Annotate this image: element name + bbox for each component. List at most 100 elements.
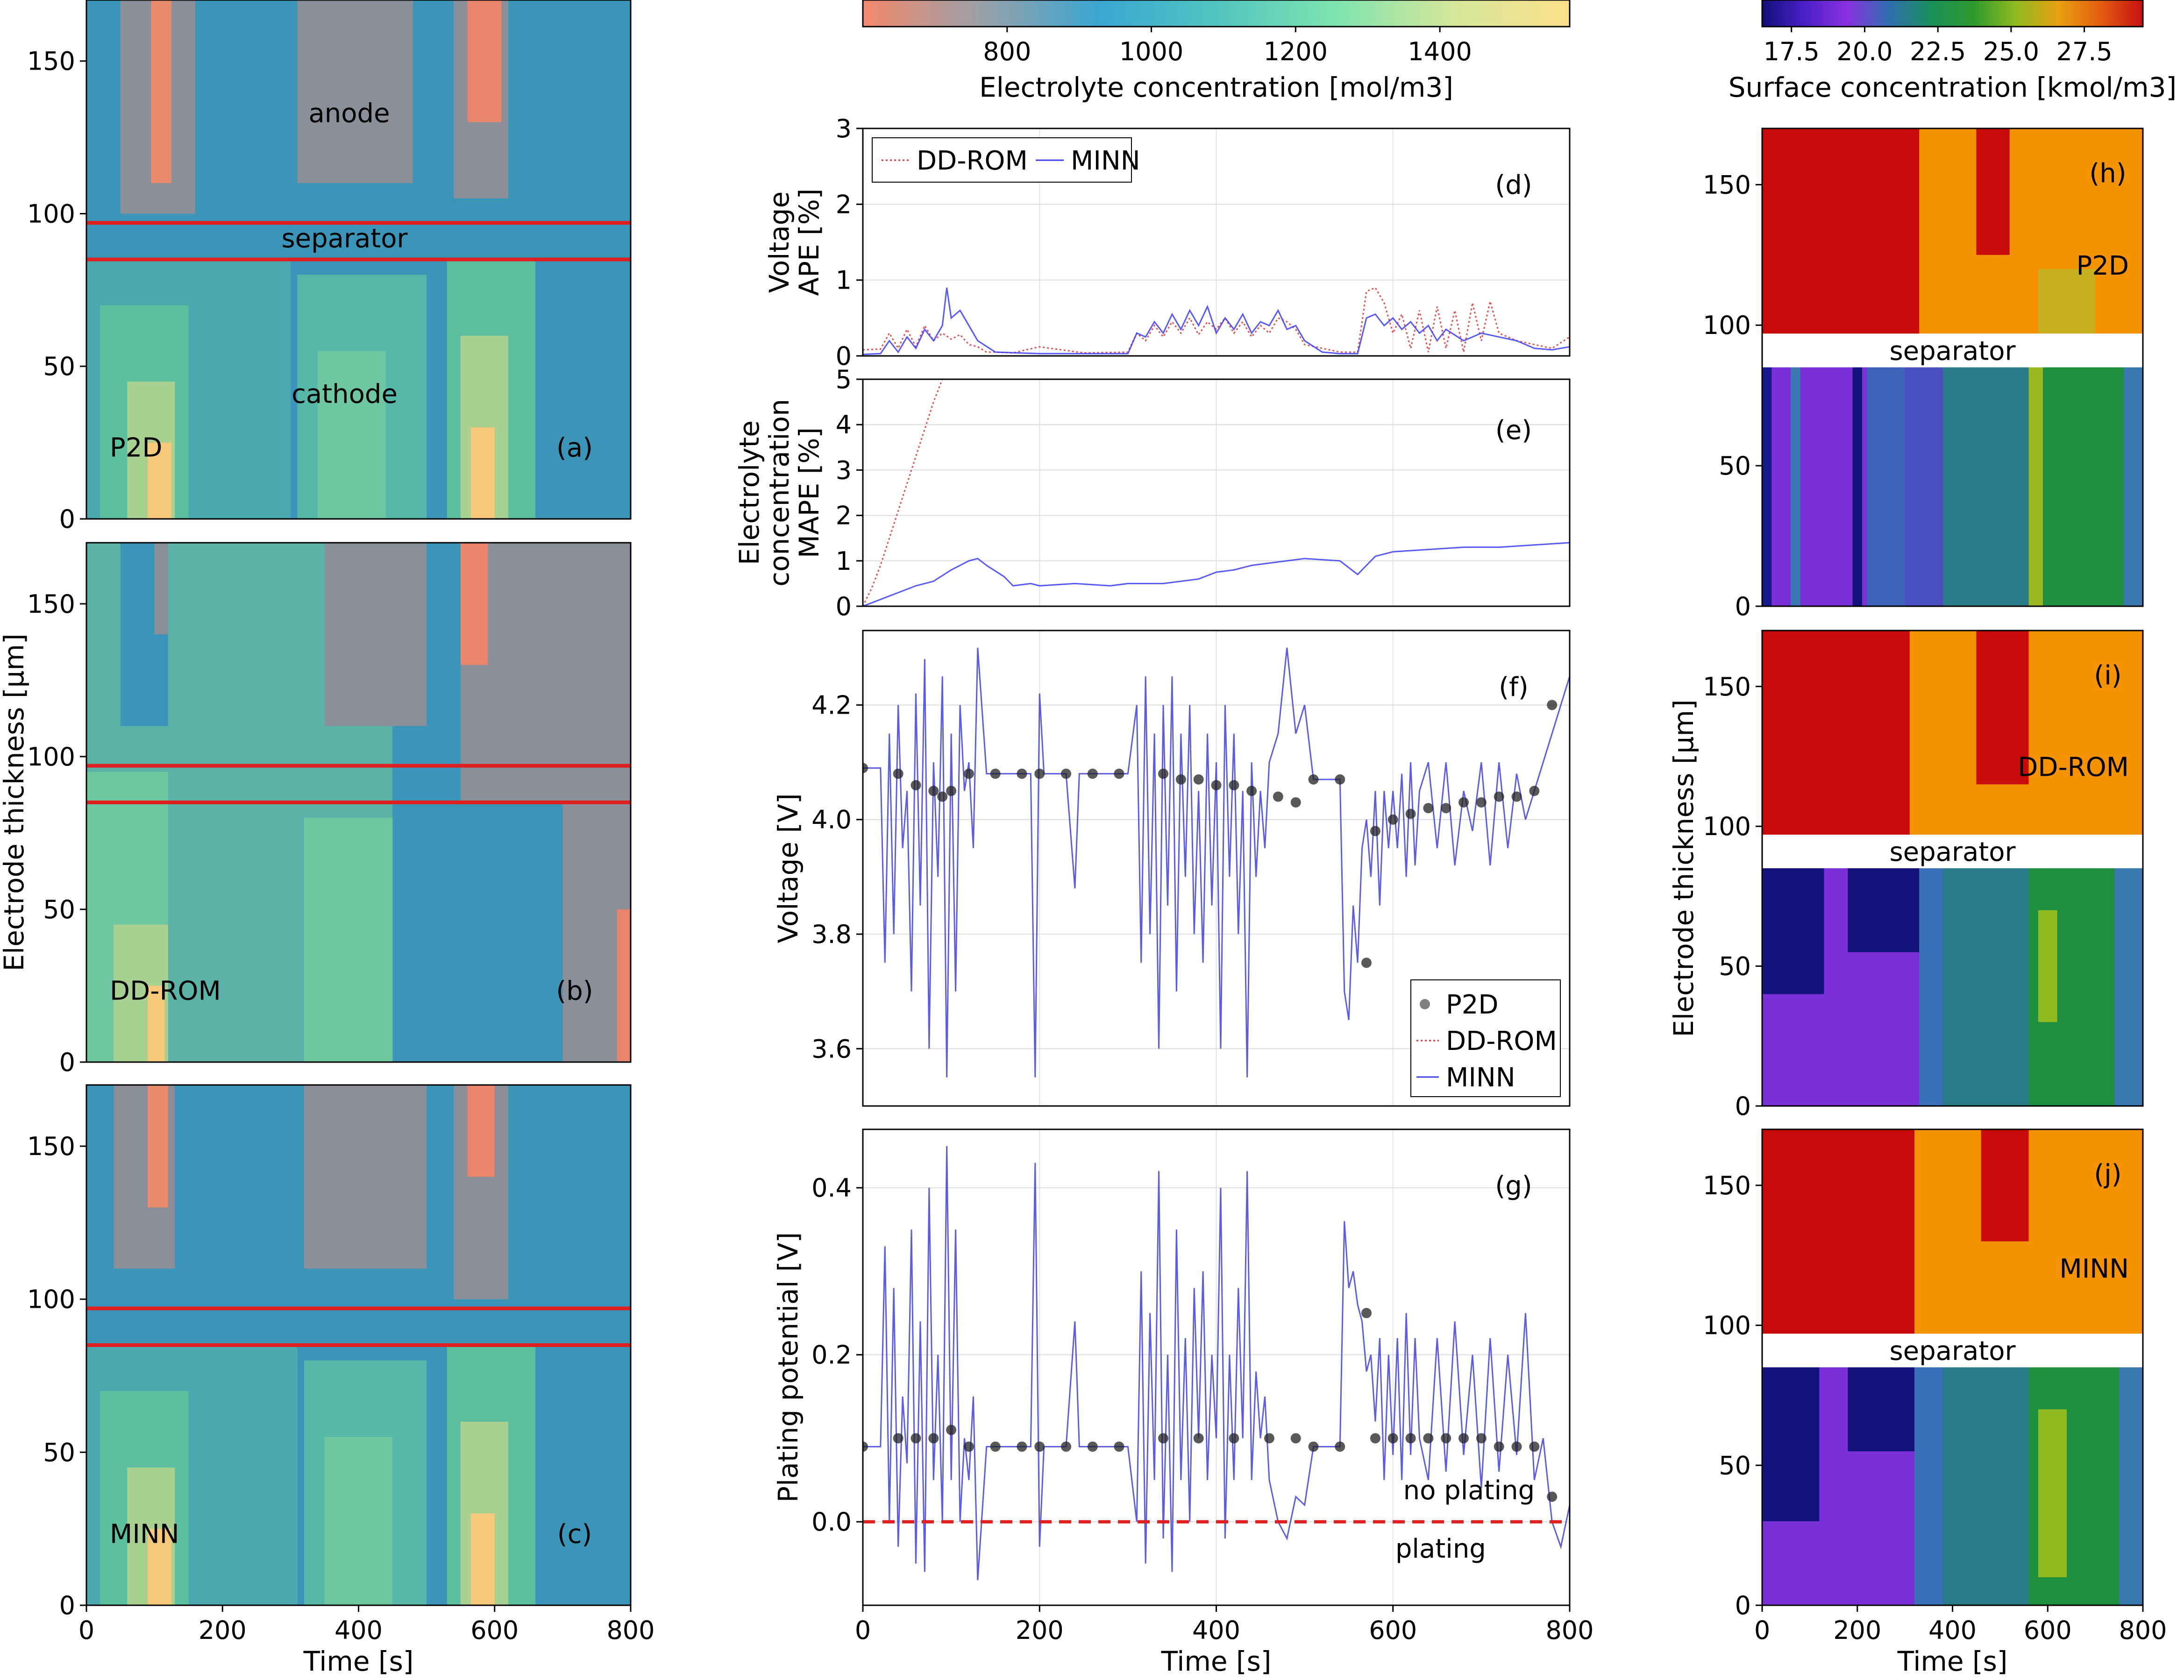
legend-swatch <box>1420 999 1430 1009</box>
panel-label: (b) <box>556 976 593 1007</box>
p2d-marker <box>1387 1433 1398 1444</box>
heatmap-region <box>617 909 631 1062</box>
heatmap-region <box>297 0 413 184</box>
x-tick-label: 600 <box>2024 1616 2072 1645</box>
colorbar-tick-label: 1200 <box>1264 37 1328 66</box>
p2d-marker <box>1158 1433 1169 1444</box>
p2d-marker <box>893 768 903 779</box>
heatmap-region <box>467 0 502 122</box>
heatmap-region <box>1905 367 1943 606</box>
legend-box <box>872 137 1132 183</box>
heatmap-region <box>2114 868 2143 1106</box>
p2d-marker <box>1423 1433 1434 1444</box>
p2d-marker <box>1114 1441 1124 1452</box>
panel-label: (g) <box>1495 1171 1532 1201</box>
heatmap-region <box>1848 868 1920 952</box>
separator-band <box>1762 1333 2143 1368</box>
y-tick-label: 0.2 <box>811 1340 852 1370</box>
axes-frame <box>1761 128 2144 607</box>
colorbar-gradient <box>862 0 1571 28</box>
p2d-marker <box>1441 1433 1451 1444</box>
heatmap-region <box>1791 367 1800 606</box>
p2d-marker <box>1423 803 1434 814</box>
model-label: DD-ROM <box>2018 752 2129 782</box>
p2d-marker <box>1458 1433 1469 1444</box>
p2d-marker <box>1308 1441 1319 1452</box>
p2d-marker <box>893 1433 903 1444</box>
heatmap-region <box>324 543 427 726</box>
y-tick-label: 0 <box>836 341 852 371</box>
y-axis-label: Electrode thickness [μm] <box>0 633 30 971</box>
y-tick-label: 3.6 <box>811 1034 852 1063</box>
p2d-marker <box>1158 768 1169 779</box>
p2d-marker <box>1017 768 1027 779</box>
region-label-cathode: cathode <box>292 379 398 410</box>
heatmap-region <box>467 1085 495 1177</box>
y-tick-label: 4.2 <box>811 690 852 720</box>
legend: P2D DD-ROM MINN <box>1410 979 1561 1097</box>
region-label-anode: anode <box>308 98 390 128</box>
heatmap-cells <box>86 1085 631 1605</box>
p2d-marker <box>1494 791 1504 802</box>
heatmap-region <box>151 0 172 184</box>
heatmap-panel-i: separator 0 50 100 150 (i) DD-ROM Electrode thi… <box>1668 630 2144 1121</box>
x-tick-label: 400 <box>1928 1616 1977 1645</box>
y-tick-label: 0 <box>1735 1092 1751 1121</box>
p2d-marker <box>963 768 974 779</box>
x-tick-label: 400 <box>334 1616 383 1645</box>
colorbar-tick-label: 27.5 <box>2056 37 2112 66</box>
axes-frame <box>85 542 632 1063</box>
p2d-marker <box>1017 1441 1027 1452</box>
x-tick-label: 200 <box>1016 1616 1064 1645</box>
p2d-marker <box>1370 826 1380 836</box>
p2d-marker <box>1290 1433 1301 1444</box>
y-axis-label: Electrode thickness [μm] <box>1668 699 1700 1037</box>
p2d-marker <box>1229 1433 1239 1444</box>
x-tick-label: 800 <box>2119 1616 2167 1645</box>
heatmap-cells <box>1762 631 2143 1106</box>
p2d-marker <box>1494 1441 1504 1452</box>
panel-label: (h) <box>2089 158 2126 189</box>
panel-label: (i) <box>2094 660 2121 691</box>
p2d-marker <box>1511 1441 1522 1452</box>
p2d-marker <box>1034 768 1045 779</box>
y-tick-label: 100 <box>1703 311 1751 340</box>
heatmap-cells <box>86 0 631 519</box>
separator-label: separator <box>1889 1336 2016 1367</box>
p2d-marker <box>1264 1433 1274 1444</box>
p2d-marker <box>1529 1441 1540 1452</box>
heatmap-panel-h: separator 0 50 100 150 (h) P2D <box>1703 128 2144 621</box>
heatmap-region <box>460 543 488 665</box>
x-tick-label: 0 <box>78 1616 94 1645</box>
p2d-marker <box>1547 700 1558 710</box>
p2d-marker <box>1335 774 1345 785</box>
heatmap-region <box>1762 868 1824 994</box>
heatmap-region <box>148 1529 172 1605</box>
p2d-marker <box>863 1441 868 1452</box>
legend-label: DD-ROM <box>1446 1026 1557 1056</box>
y-tick-label: 5 <box>836 365 852 394</box>
legend-label: P2D <box>1446 990 1499 1020</box>
p2d-marker <box>1193 1433 1204 1444</box>
y-tick-label: 2 <box>836 190 852 219</box>
p2d-marker <box>1405 808 1416 819</box>
axes-frame <box>862 630 1571 1107</box>
x-tick-label: 800 <box>1545 1616 1594 1645</box>
annotation-no-plating: no plating <box>1403 1475 1535 1506</box>
legend-label: DD-ROM <box>917 146 1028 176</box>
panel-label: (d) <box>1495 170 1532 200</box>
colorbar-label: Surface concentration [kmol/m3] <box>1729 71 2177 103</box>
model-label: DD-ROM <box>110 976 221 1007</box>
heatmap-cells <box>1762 128 2143 606</box>
x-tick-label: 200 <box>199 1616 247 1645</box>
heatmap-region <box>148 442 172 519</box>
legend-label: MINN <box>1071 146 1140 176</box>
y-tick-label: 100 <box>27 742 75 772</box>
y-tick-label: 50 <box>43 895 75 924</box>
p2d-marker <box>1405 1433 1416 1444</box>
y-axis-label-line: Electrolyte <box>733 420 765 565</box>
heatmap-panel-a: 0 50 100 150 (a) P2D anode separator cathode <box>27 0 632 534</box>
colorbar-surface: 17.5 20.0 22.5 25.0 27.5 Surface concentratio… <box>1729 0 2177 103</box>
